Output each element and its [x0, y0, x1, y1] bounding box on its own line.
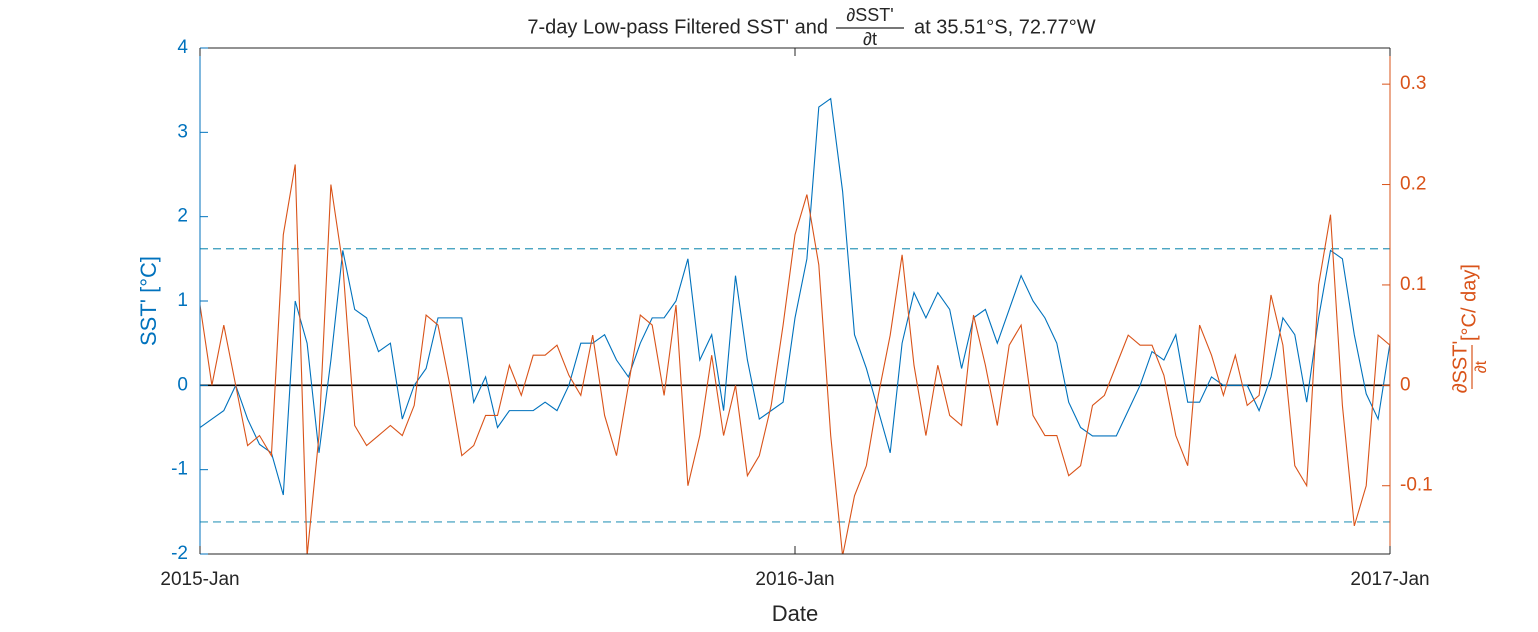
title-fraction-numerator: ∂SST': [846, 5, 893, 25]
y2-tick-label: 0.3: [1400, 73, 1426, 94]
y2-tick-label: 0: [1400, 374, 1411, 395]
series-line: [200, 164, 1390, 554]
y2-axis-label: ∂SST' ∂t [°C/ day]: [1449, 264, 1490, 393]
y-tick-label: 2: [177, 206, 188, 227]
y-tick-label: 3: [177, 121, 188, 142]
series-group: [200, 97, 1390, 554]
y-tick-label: -1: [171, 459, 188, 480]
y2-tick-label: -0.1: [1400, 475, 1433, 496]
x-tick-label: 2017-Jan: [1350, 569, 1429, 590]
x-tick-label: 2016-Jan: [755, 569, 834, 590]
y-axis-label: SST' [°C]: [136, 256, 161, 346]
y2-fraction-numerator: ∂SST': [1449, 341, 1471, 394]
x-tick-label: 2015-Jan: [160, 569, 239, 590]
y2-tick-label: 0.2: [1400, 174, 1426, 195]
y2-tick-label: 0.1: [1400, 274, 1426, 295]
title-fraction-denominator: ∂t: [863, 29, 877, 49]
series-line: [200, 97, 1390, 496]
y-tick-label: 1: [177, 290, 188, 311]
y2-label-units: [°C/ day]: [1458, 264, 1480, 341]
y2-fraction-denominator: ∂t: [1473, 360, 1490, 373]
y-tick-label: -2: [171, 543, 188, 564]
y-tick-label: 4: [177, 37, 188, 58]
y-tick-label: 0: [177, 374, 188, 395]
x-axis-label: Date: [772, 601, 818, 626]
plot-area: [200, 48, 1390, 554]
chart-title-suffix: at 35.51°S, 72.77°W: [914, 16, 1096, 38]
chart-title: 7-day Low-pass Filtered SST' and: [527, 16, 828, 38]
